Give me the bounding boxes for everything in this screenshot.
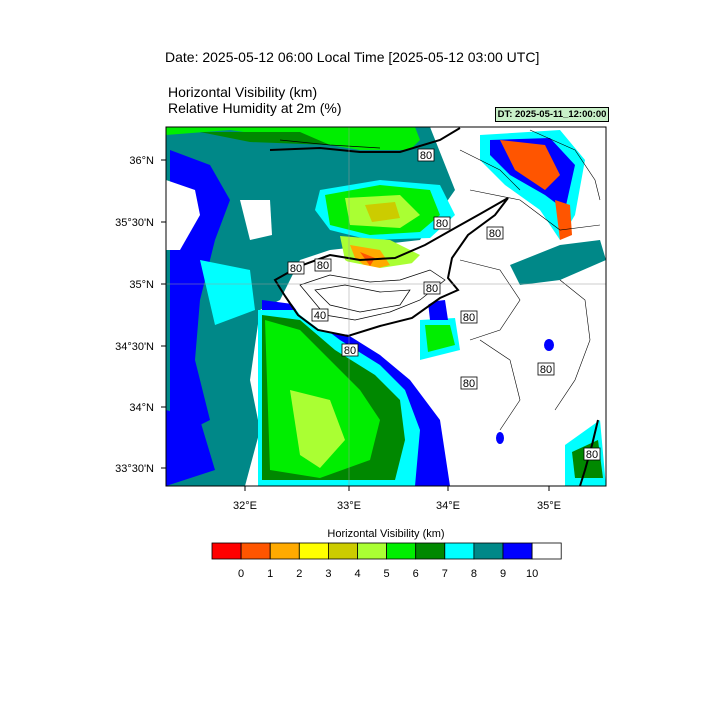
lat-tick-label: 34°N (129, 402, 154, 414)
colorbar-swatch (386, 542, 417, 560)
colorbar (211, 542, 562, 560)
colorbar-tick-label: 0 (238, 568, 245, 580)
map-frame (165, 126, 607, 487)
contour-label: 80 (344, 345, 356, 357)
lat-tick-label: 33°30'N (115, 463, 154, 475)
axis-ticks (161, 159, 550, 491)
cyprus-land (285, 205, 505, 335)
fill-cyan-west (200, 260, 255, 325)
lon-tick-label: 33°E (337, 500, 361, 512)
lat-tick-labels: 36°N 35°30'N 35°N 34°30'N 34°N 33°30'N (115, 155, 154, 475)
colorbar-tick-label: 3 (325, 568, 332, 580)
colorbar-tick-label: 1 (267, 568, 274, 580)
colorbar-swatch (531, 542, 562, 560)
colorbar-tick-label: 2 (296, 568, 303, 580)
contour-label: 40 (314, 310, 326, 322)
lat-tick-label: 34°30'N (115, 341, 154, 353)
colorbar-tick-label: 5 (383, 568, 390, 580)
date-title: Date: 2025-05-12 06:00 Local Time [2025-… (165, 49, 540, 65)
contour-labels: 80 80 80 80 80 80 80 80 80 80 40 80 (287, 148, 601, 461)
grid-lines (166, 127, 606, 486)
colorbar-tick-label: 7 (441, 568, 448, 580)
lon-tick-label: 32°E (233, 500, 257, 512)
contour-label: 80 (540, 364, 552, 376)
colorbar-tick-label: 9 (499, 568, 507, 580)
colorbar-swatch (415, 542, 446, 560)
lat-tick-label: 35°N (129, 279, 154, 291)
colorbar-swatch (357, 542, 388, 560)
colorbar-swatch (211, 542, 242, 560)
visibility-fill-layer (166, 127, 606, 486)
lat-tick-label: 35°30'N (115, 217, 154, 229)
contour-label: 80 (436, 218, 448, 230)
fill-clear-nw (166, 180, 200, 250)
variable-title-humidity: Relative Humidity at 2m (%) (168, 100, 342, 116)
contour-label: 80 (290, 263, 302, 275)
colorbar-tick-label: 10 (525, 568, 539, 580)
contour-label: 80 (463, 312, 475, 324)
colorbar-swatch (444, 542, 475, 560)
colorbar-tick-label: 4 (354, 568, 361, 580)
lat-tick-label: 36°N (129, 155, 154, 167)
colorbar-swatch (473, 542, 504, 560)
contour-label: 80 (317, 260, 329, 272)
colorbar-tick-label: 8 (470, 568, 477, 580)
contour-label: 80 (586, 449, 598, 461)
contour-label: 80 (420, 150, 432, 162)
contour-label: 80 (489, 228, 501, 240)
lon-tick-label: 34°E (436, 500, 460, 512)
colorbar-title: Horizontal Visibility (km) (327, 528, 445, 540)
colorbar-swatch (240, 542, 271, 560)
contour-label: 80 (426, 283, 438, 295)
contour-label: 80 (463, 378, 475, 390)
colorbar-swatch (298, 542, 329, 560)
forecast-init-badge: DT: 2025-05-11_12:00:00 (495, 107, 609, 122)
lon-tick-label: 35°E (537, 500, 561, 512)
colorbar-swatch (269, 542, 300, 560)
colorbar-swatch (502, 542, 533, 560)
variable-title-visibility: Horizontal Visibility (km) (168, 84, 318, 100)
fill-clear-islet (240, 200, 272, 240)
colorbar-swatch (327, 542, 358, 560)
colorbar-tick-label: 6 (412, 568, 419, 580)
lon-tick-labels: 32°E 33°E 34°E 35°E (233, 500, 561, 512)
